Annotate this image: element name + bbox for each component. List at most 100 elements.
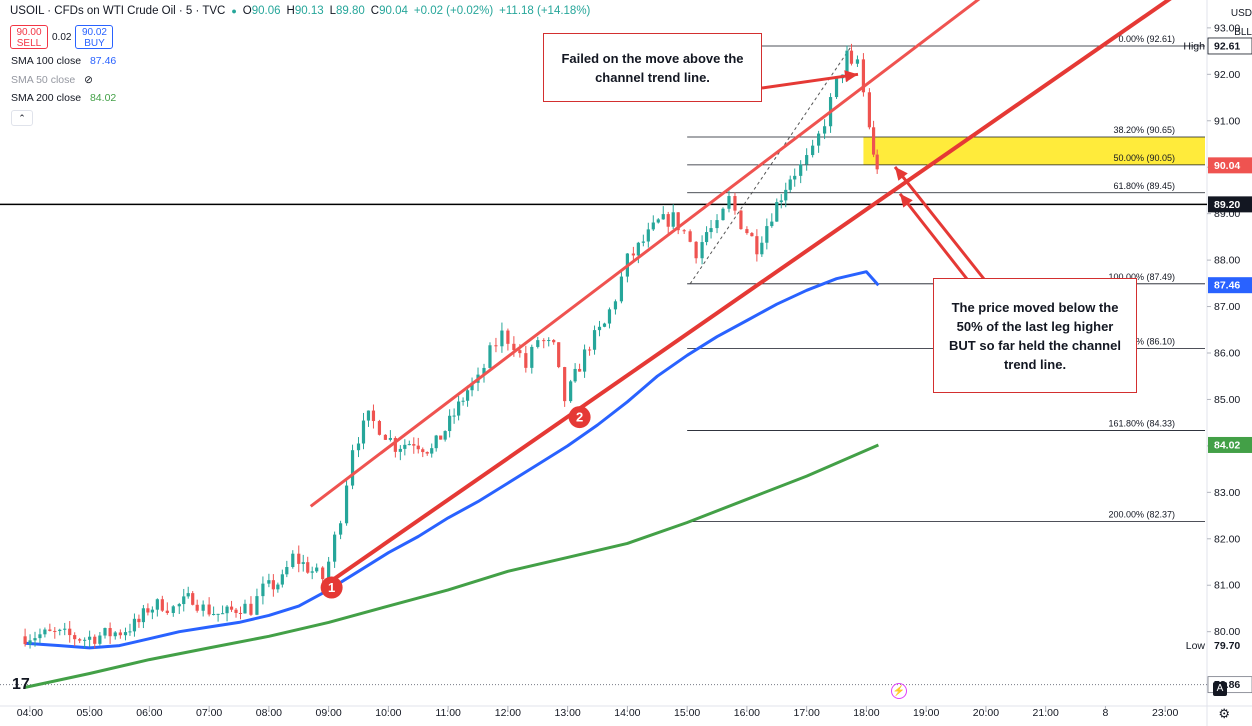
candle [646,229,650,242]
candle [93,636,97,644]
candle [291,553,295,568]
candle [688,231,692,242]
eye-off-icon[interactable]: ⊘ [84,74,93,86]
close-value: 90.04 [379,5,408,17]
candle [779,200,783,203]
annotation-moved-text: The price moved below the 50% of the las… [949,299,1121,372]
y-tick-label: 82.00 [1214,533,1240,545]
candle [488,345,492,368]
candle [78,639,82,641]
flash-icon[interactable]: ⚡ [891,683,907,699]
x-tick-label: 07:00 [196,707,222,719]
indicator-sma50[interactable]: SMA 50 close ⊘ [11,74,93,86]
candle [398,448,402,452]
currency-label[interactable]: USD [1230,8,1252,19]
tradingview-logo: 17 [12,676,30,693]
candle [867,92,871,128]
candle [68,628,72,636]
candle [297,553,301,564]
candle [784,189,788,201]
channel-upper-line[interactable] [309,0,1070,508]
candle [53,630,57,632]
candle [321,567,325,580]
indicator-sma100[interactable]: SMA 100 close 87.46 [11,55,116,67]
spread-value: 0.02 [52,31,72,43]
candle [760,242,764,255]
buy-button[interactable]: 90.02 BUY [75,25,114,49]
candle [805,155,809,165]
candle [793,175,797,180]
candle [834,78,839,98]
y-tick-label: 81.00 [1214,580,1240,592]
arrow-failed [761,72,859,90]
candle [770,221,774,227]
candle [439,435,443,440]
gear-icon[interactable]: ⚙ [1218,706,1230,721]
high-value: 90.13 [294,5,324,17]
indicator-sma100-value: 87.46 [89,55,117,67]
candle [849,50,854,64]
candle [103,628,107,636]
price-label-sma200-text: 84.02 [1214,439,1240,451]
x-tick-label: 13:00 [555,707,581,719]
candle [388,437,392,440]
candle [619,276,624,302]
candle [573,368,577,382]
candle [755,236,759,255]
arrow-moved-lower-head [900,193,913,208]
indicator-sma200[interactable]: SMA 200 close 84.02 [11,92,116,104]
candle [366,410,371,421]
y-tick-label: 92.00 [1214,69,1240,81]
annotation-moved[interactable]: The price moved below the 50% of the las… [933,278,1137,393]
candle [448,415,452,432]
unit-label[interactable]: BLL [1234,27,1252,38]
candle [177,604,181,607]
arrow-moved-lower [898,192,969,280]
candle [727,196,731,209]
indicator-sma100-label: SMA 100 close [11,55,82,67]
fib-level-label: 100.00% (87.49) [1108,272,1175,282]
change-total-value: +11.18 (+14.18%) [499,5,591,17]
candle [875,154,879,170]
collapse-indicators-button[interactable]: ⌃ [11,110,33,126]
candle [306,562,310,573]
candle [452,415,456,417]
buy-label: BUY [84,38,105,49]
candle [393,437,397,452]
candle [799,164,803,176]
x-tick-label: 04:00 [17,707,43,719]
candle [165,610,169,614]
fib-level-label: 61.80% (89.45) [1113,181,1175,191]
symbol-title[interactable]: USOIL · CFDs on WTI Crude Oil · 5 · TVC [10,5,226,17]
candle [587,349,592,351]
candle [43,629,47,635]
candle [201,604,205,611]
candle [333,534,337,562]
x-tick-label: 14:00 [614,707,640,719]
candle [195,604,199,611]
y-tick-label: 91.00 [1214,115,1240,127]
arrow-moved-upper-head [895,166,908,181]
buy-price: 90.02 [81,27,107,38]
channel-lower-trendline[interactable] [330,0,1195,583]
fib-level-label: 0.00% (92.61) [1118,34,1175,44]
auto-scale-button[interactable]: A [1213,682,1227,696]
candle [58,629,62,632]
price-label-current-text: 90.04 [1214,160,1240,172]
fib-level-label: 38.20% (90.65) [1113,125,1175,135]
sell-label: SELL [16,38,42,49]
candle [775,202,779,222]
annotation-failed[interactable]: Failed on the move above the channel tre… [543,33,762,102]
candle [613,301,618,310]
marker-1-label: 1 [328,580,335,595]
candle [261,583,265,597]
sell-button[interactable]: 90.00 SELL [10,25,48,49]
candle [750,233,754,237]
candle [160,599,164,611]
candle [238,612,243,614]
candle [582,349,587,372]
x-tick-label: 16:00 [734,707,760,719]
candle [234,609,238,613]
y-tick-label: 80.00 [1214,626,1240,638]
